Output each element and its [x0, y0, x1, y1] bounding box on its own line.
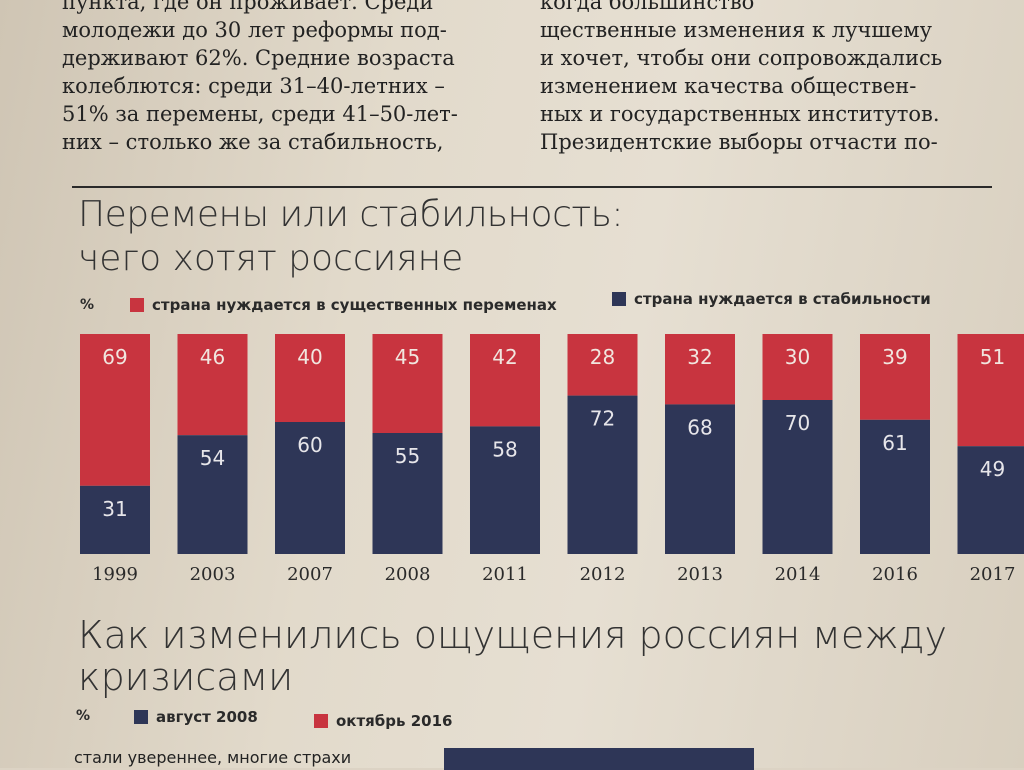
label-change-2003: 46 — [200, 345, 225, 369]
tick-label-2003: 2003 — [190, 564, 236, 585]
tick-label-2007: 2007 — [287, 564, 333, 585]
label-stability-1999: 31 — [102, 497, 127, 521]
chart2-unit-label: % — [76, 708, 90, 724]
chart2-legend-2016: октябрь 2016 — [314, 712, 452, 730]
label-stability-2007: 60 — [297, 433, 322, 457]
tick-label-2014: 2014 — [775, 564, 821, 585]
label-change-2011: 42 — [492, 345, 517, 369]
label-change-2013: 32 — [687, 345, 712, 369]
label-stability-2008: 55 — [395, 444, 420, 468]
tick-label-2017: 2017 — [970, 564, 1016, 585]
legend-swatch-2008 — [134, 710, 148, 724]
tick-label-2012: 2012 — [580, 564, 626, 585]
tick-label-2016: 2016 — [872, 564, 918, 585]
label-change-2008: 45 — [395, 345, 420, 369]
label-change-2017: 51 — [980, 345, 1005, 369]
chart2-bar — [444, 748, 754, 770]
tick-label-2011: 2011 — [482, 564, 528, 585]
label-stability-2016: 61 — [882, 431, 907, 455]
tick-label-2008: 2008 — [385, 564, 431, 585]
label-change-2007: 40 — [297, 345, 322, 369]
chart2-legend-2008: август 2008 — [134, 708, 258, 726]
label-change-1999: 69 — [102, 345, 127, 369]
legend-label-2008: август 2008 — [156, 708, 258, 726]
label-stability-2003: 54 — [200, 446, 225, 470]
tick-label-1999: 1999 — [92, 564, 138, 585]
legend-label-2016: октябрь 2016 — [336, 712, 452, 730]
chart2-row-label: стали увереннее, многие страхи — [74, 748, 351, 767]
label-stability-2017: 49 — [980, 457, 1005, 481]
label-stability-2012: 72 — [590, 407, 615, 431]
label-change-2014: 30 — [785, 345, 810, 369]
tick-label-2013: 2013 — [677, 564, 723, 585]
label-change-2012: 28 — [590, 345, 615, 369]
label-stability-2014: 70 — [785, 411, 810, 435]
chart2-subtitle: кризисами — [78, 656, 293, 698]
chart2-title: Как изменились ощущения россиян между — [78, 614, 947, 656]
label-stability-2013: 68 — [687, 415, 712, 439]
legend-swatch-2016 — [314, 714, 328, 728]
label-stability-2011: 58 — [492, 437, 517, 461]
label-change-2016: 39 — [882, 345, 907, 369]
